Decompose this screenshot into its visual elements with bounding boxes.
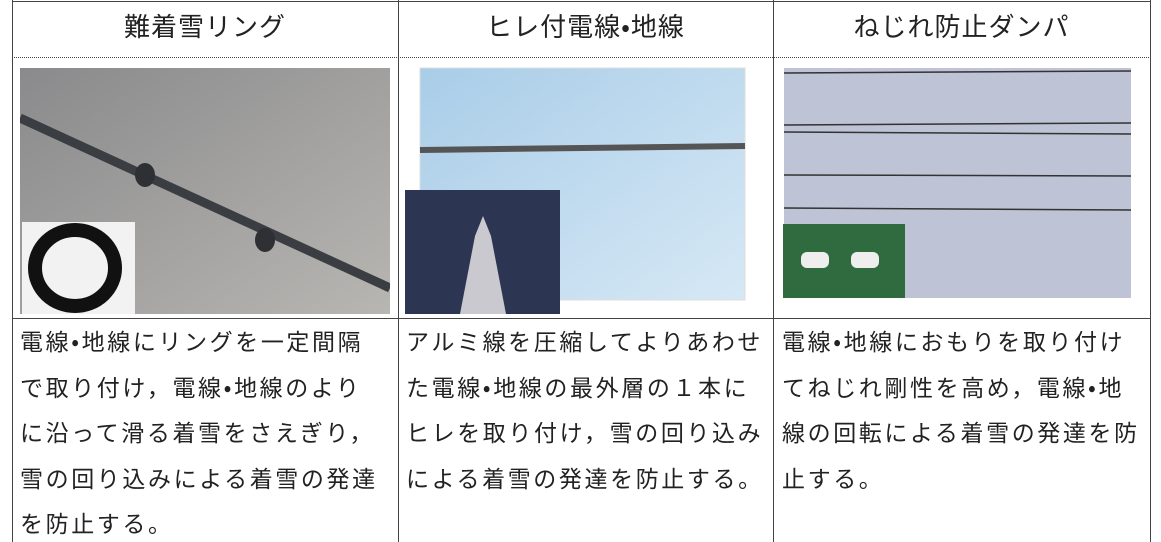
header-cell: 難着雪リング	[123, 13, 286, 42]
header-cell: ねじれ防止ダンパ	[853, 13, 1070, 42]
photo	[405, 67, 746, 314]
photo	[20, 68, 390, 314]
description-line: た電線・地線の最外層の１本に	[406, 375, 750, 401]
border	[12, 1, 1151, 2]
border	[12, 57, 1151, 58]
description-line: てねじれ剛性を高め，電線・地	[782, 375, 1125, 401]
description-line: による着雪の発達を防止する。	[406, 466, 764, 492]
border	[398, 0, 399, 542]
description-line: 線の回転による着雪の発達を防	[782, 421, 1140, 446]
description-line: 止する。	[782, 466, 885, 492]
description-line: 電線・地線にリングを一定間隔	[20, 330, 364, 355]
description: 電線・地線におもりを取り付け てねじれ剛性を高め，電線・地 線の回転による着雪の発達…	[782, 320, 1140, 502]
description-line: を防止する。	[20, 512, 174, 537]
description-line: 電線・地線におもりを取り付け	[782, 330, 1126, 355]
description-line: アルミ線を圧縮してよりあわせ	[406, 330, 764, 355]
border	[773, 0, 774, 542]
description-line: に沿って滑る着雪をさえぎり，	[20, 421, 375, 446]
photo	[783, 68, 1132, 298]
border	[12, 318, 1151, 319]
description: アルミ線を圧縮してよりあわせ た電線・地線の最外層の１本に ヒレを取り付け，雪の回り…	[406, 320, 764, 502]
header-cell: ヒレ付電線・地線	[486, 13, 685, 42]
description-line: ヒレを取り付け，雪の回り込み	[406, 421, 764, 446]
description: 電線・地線にリングを一定間隔 で取り付け，電線・地線のより に沿って滑る着雪をさえぎ…	[20, 320, 378, 542]
border	[12, 0, 13, 542]
description-line: 雪の回り込みによる着雪の発達	[20, 466, 378, 492]
description-line: で取り付け，電線・地線のより	[20, 375, 362, 401]
border	[1150, 0, 1151, 542]
